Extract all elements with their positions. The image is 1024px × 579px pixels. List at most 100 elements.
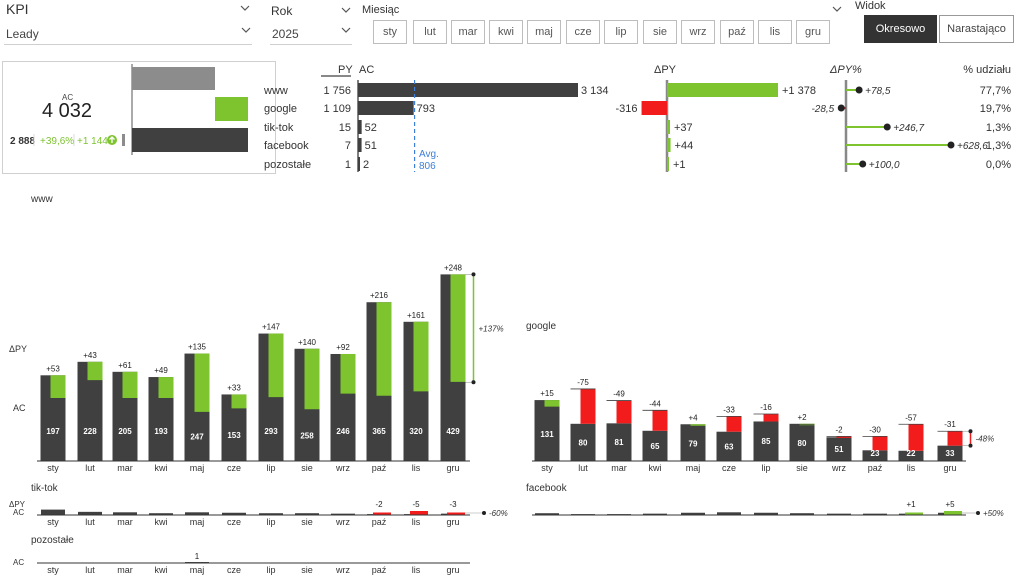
row-ac: 51 <box>365 140 377 152</box>
month-button-5[interactable]: cze <box>566 20 600 44</box>
row-name: pozostałe <box>264 159 311 171</box>
month-button-0[interactable]: sty <box>373 20 407 44</box>
dpy-pct-dot <box>883 123 891 131</box>
ac-bar <box>78 511 102 515</box>
month-tick-label: mar <box>611 463 627 473</box>
bracket-dot <box>968 429 973 434</box>
month-button-8[interactable]: wrz <box>681 20 715 44</box>
month-tick-label: sty <box>47 517 59 527</box>
ylabel-ac: AC <box>13 558 24 567</box>
month-tick-label: paź <box>372 565 387 575</box>
month-button-10[interactable]: lis <box>758 20 792 44</box>
kpi-delta-abs: +1 144 <box>77 136 108 147</box>
dpy-bar <box>447 512 465 515</box>
month-tick-label: paź <box>372 517 387 527</box>
dpy-bar <box>667 120 670 134</box>
dpy-label: -57 <box>905 413 917 422</box>
narastajaco-button[interactable]: Narastająco <box>939 15 1014 43</box>
month-tick-label: sie <box>301 463 313 473</box>
month-button-2[interactable]: mar <box>451 20 485 44</box>
row-dpy: +1 378 <box>782 85 816 97</box>
rok-dropdown[interactable]: 2025 <box>270 24 352 45</box>
dpy-label: +92 <box>336 343 350 352</box>
month-tick-label: sie <box>301 565 313 575</box>
ac-bar <box>535 513 559 515</box>
month-button-4[interactable]: maj <box>527 20 561 44</box>
ac-bar <box>937 445 963 461</box>
dpy-label: -75 <box>577 378 589 387</box>
kpi-dropdown-value: Leady <box>6 27 39 41</box>
kpi-ac-value: 4 032 <box>42 100 93 122</box>
month-button-6[interactable]: lip <box>604 20 638 44</box>
ac-label: 131 <box>540 430 554 439</box>
row-name: google <box>264 103 297 115</box>
month-button-1[interactable]: lut <box>413 20 447 44</box>
miesiac-filter-chevron-icon[interactable] <box>832 5 842 14</box>
dpy-label: +33 <box>227 383 241 392</box>
ac-bar <box>606 423 632 461</box>
dpy-label: +49 <box>154 366 168 375</box>
dpy-label: +5 <box>945 500 955 509</box>
dpy-bar <box>450 274 466 383</box>
ac-bar <box>754 512 778 515</box>
bracket-dot <box>482 511 486 515</box>
month-tick-label: kwi <box>649 463 662 473</box>
chart-title-facebook: facebook <box>526 483 568 494</box>
dpy-label: +15 <box>540 389 554 398</box>
month-tick-label: mar <box>117 517 133 527</box>
total-change-label: +50% <box>983 509 1004 518</box>
month-button-9[interactable]: paź <box>720 20 754 44</box>
okresowo-button[interactable]: Okresowo <box>864 15 937 43</box>
ac-label: 81 <box>615 438 624 447</box>
month-tick-label: sty <box>541 463 553 473</box>
dpy-bar <box>580 388 596 424</box>
dpy-pct-dot <box>947 141 955 149</box>
row-ac: 52 <box>365 122 377 134</box>
row-share: 77,7% <box>980 85 1011 97</box>
month-tick-label: cze <box>722 463 736 473</box>
ac-bar <box>149 513 173 515</box>
ac-bar <box>863 513 887 515</box>
dpy-bar <box>905 512 923 515</box>
ylabel-dpy: ΔPY <box>9 500 26 509</box>
month-button-11[interactable]: gru <box>796 20 830 44</box>
dpy-label: +135 <box>188 343 207 352</box>
monthly-charts: www +53 197 +43 228 +61 205 +49 193 +135 247 +33 153… <box>9 194 1004 575</box>
month-tick-label: mar <box>117 463 133 473</box>
month-tick-label: kwi <box>155 565 168 575</box>
row-name: tik-tok <box>264 122 294 134</box>
month-tick-label: gru <box>446 463 459 473</box>
ac-bar <box>898 450 924 461</box>
row-dpy-pct: +246,7 <box>893 123 924 134</box>
kpi-ac-bar <box>132 128 248 152</box>
bracket-dot <box>471 380 476 385</box>
row-dpy-pct: +628,6 <box>957 141 988 152</box>
dpy-label: +216 <box>370 291 389 300</box>
ac-bar <box>358 138 362 152</box>
dpy-label: +140 <box>298 338 317 347</box>
month-tick-label: sie <box>796 463 808 473</box>
rok-filter-chevron-icon[interactable] <box>341 6 351 15</box>
month-button-7[interactable]: sie <box>643 20 677 44</box>
dpy-bar <box>726 416 742 432</box>
month-button-3[interactable]: kwi <box>489 20 523 44</box>
ac-bar <box>331 513 355 515</box>
ac-bar <box>358 157 360 171</box>
kpi-filter-chevron-icon[interactable] <box>240 4 250 13</box>
dpy-label: -31 <box>944 420 956 429</box>
channel-table: PY AC ΔPY ΔPY% % udziału www 1 756 3 134 +1 378 +… <box>263 64 1011 172</box>
ac-label: 246 <box>336 427 350 436</box>
row-share: 19,7% <box>980 103 1011 115</box>
ac-bar <box>862 450 888 461</box>
dpy-bar <box>667 157 669 171</box>
ylabel-ac: AC <box>13 403 26 413</box>
month-tick-label: sty <box>47 565 59 575</box>
month-tick-label: wrz <box>335 517 350 527</box>
ac-label: 22 <box>907 449 916 458</box>
dpy-bar <box>616 400 632 424</box>
ac-bar <box>358 101 414 115</box>
dpy-bar <box>763 414 779 422</box>
dpy-label: +43 <box>83 351 97 360</box>
header-ac: AC <box>359 64 374 76</box>
kpi-dropdown[interactable]: Leady <box>4 24 252 45</box>
